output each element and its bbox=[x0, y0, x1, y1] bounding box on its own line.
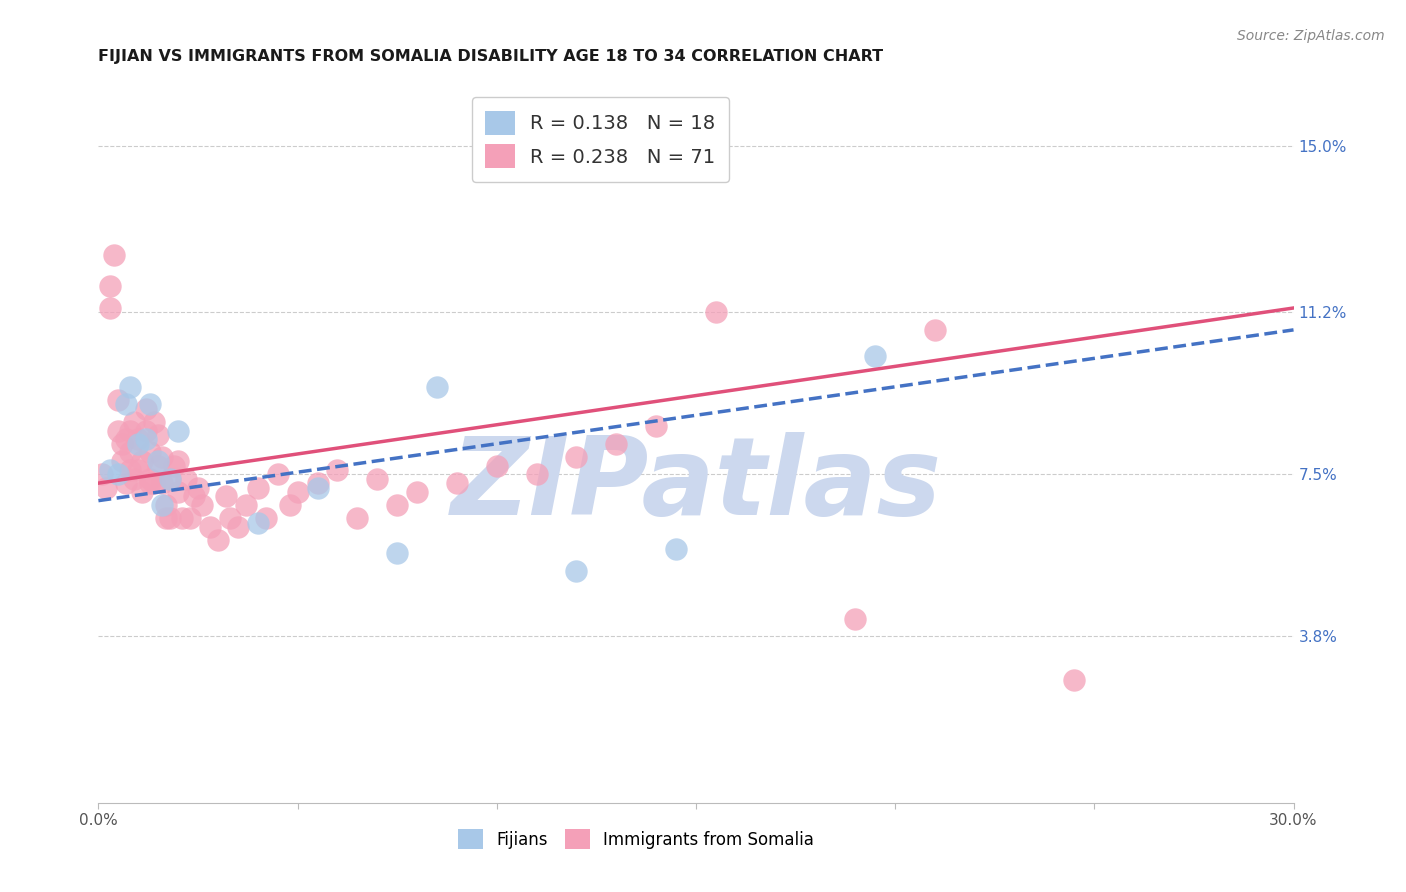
Point bbox=[426, 380, 449, 394]
Point bbox=[183, 489, 205, 503]
Point bbox=[98, 301, 122, 315]
Point bbox=[139, 445, 162, 459]
Point bbox=[326, 463, 349, 477]
Point bbox=[124, 415, 146, 429]
Text: Source: ZipAtlas.com: Source: ZipAtlas.com bbox=[1237, 29, 1385, 44]
Point bbox=[385, 546, 409, 560]
Point bbox=[307, 481, 329, 495]
Legend: Fijians, Immigrants from Somalia: Fijians, Immigrants from Somalia bbox=[451, 822, 821, 856]
Point bbox=[219, 511, 242, 525]
Point bbox=[139, 476, 162, 491]
Point bbox=[159, 511, 181, 525]
Point bbox=[139, 472, 162, 486]
Point bbox=[148, 428, 170, 442]
Point bbox=[115, 476, 138, 491]
Point bbox=[246, 481, 269, 495]
Point bbox=[148, 454, 170, 468]
Point bbox=[143, 476, 166, 491]
Point bbox=[207, 533, 229, 547]
Point bbox=[226, 520, 249, 534]
Point bbox=[246, 516, 269, 530]
Point bbox=[131, 454, 153, 468]
Point bbox=[307, 476, 329, 491]
Point bbox=[159, 472, 181, 486]
Point bbox=[131, 484, 153, 499]
Point bbox=[267, 467, 290, 482]
Point bbox=[565, 564, 588, 578]
Point bbox=[96, 481, 118, 495]
Point bbox=[159, 472, 181, 486]
Point bbox=[120, 380, 142, 394]
Point bbox=[107, 392, 129, 407]
Point bbox=[111, 436, 134, 450]
Point bbox=[98, 279, 122, 293]
Point bbox=[645, 419, 668, 434]
Point bbox=[406, 484, 429, 499]
Point bbox=[605, 436, 627, 450]
Point bbox=[254, 511, 277, 525]
Point bbox=[235, 498, 257, 512]
Point bbox=[198, 520, 221, 534]
Point bbox=[120, 463, 142, 477]
Point bbox=[665, 541, 688, 556]
Point bbox=[120, 424, 142, 438]
Point bbox=[115, 433, 138, 447]
Point bbox=[98, 463, 122, 477]
Point bbox=[127, 436, 149, 450]
Point bbox=[485, 458, 508, 473]
Point bbox=[1063, 673, 1085, 688]
Point bbox=[111, 454, 134, 468]
Point bbox=[163, 458, 186, 473]
Point bbox=[924, 323, 946, 337]
Point bbox=[124, 472, 146, 486]
Point bbox=[865, 349, 887, 363]
Point bbox=[167, 424, 190, 438]
Point bbox=[143, 415, 166, 429]
Point bbox=[167, 454, 190, 468]
Point bbox=[174, 472, 197, 486]
Point bbox=[844, 612, 866, 626]
Point bbox=[446, 476, 468, 491]
Point bbox=[385, 498, 409, 512]
Point bbox=[148, 458, 170, 473]
Point bbox=[91, 467, 114, 482]
Point bbox=[526, 467, 548, 482]
Point bbox=[346, 511, 368, 525]
Text: ZIPatlas: ZIPatlas bbox=[450, 432, 942, 538]
Point bbox=[565, 450, 588, 464]
Point bbox=[155, 511, 177, 525]
Point bbox=[191, 498, 214, 512]
Point bbox=[107, 467, 129, 482]
Point bbox=[107, 424, 129, 438]
Text: FIJIAN VS IMMIGRANTS FROM SOMALIA DISABILITY AGE 18 TO 34 CORRELATION CHART: FIJIAN VS IMMIGRANTS FROM SOMALIA DISABI… bbox=[98, 49, 883, 64]
Point bbox=[115, 397, 138, 411]
Point bbox=[135, 424, 157, 438]
Point bbox=[150, 450, 173, 464]
Point bbox=[155, 498, 177, 512]
Point bbox=[179, 511, 201, 525]
Point bbox=[103, 248, 125, 262]
Point bbox=[135, 433, 157, 447]
Point bbox=[150, 498, 173, 512]
Point bbox=[704, 305, 727, 319]
Point bbox=[150, 476, 173, 491]
Point bbox=[120, 445, 142, 459]
Point bbox=[135, 401, 157, 416]
Point bbox=[366, 472, 388, 486]
Point bbox=[172, 511, 194, 525]
Point bbox=[127, 463, 149, 477]
Point bbox=[215, 489, 238, 503]
Point bbox=[167, 484, 190, 499]
Point bbox=[278, 498, 301, 512]
Point bbox=[139, 397, 162, 411]
Point bbox=[187, 481, 209, 495]
Point bbox=[127, 433, 149, 447]
Point bbox=[287, 484, 309, 499]
